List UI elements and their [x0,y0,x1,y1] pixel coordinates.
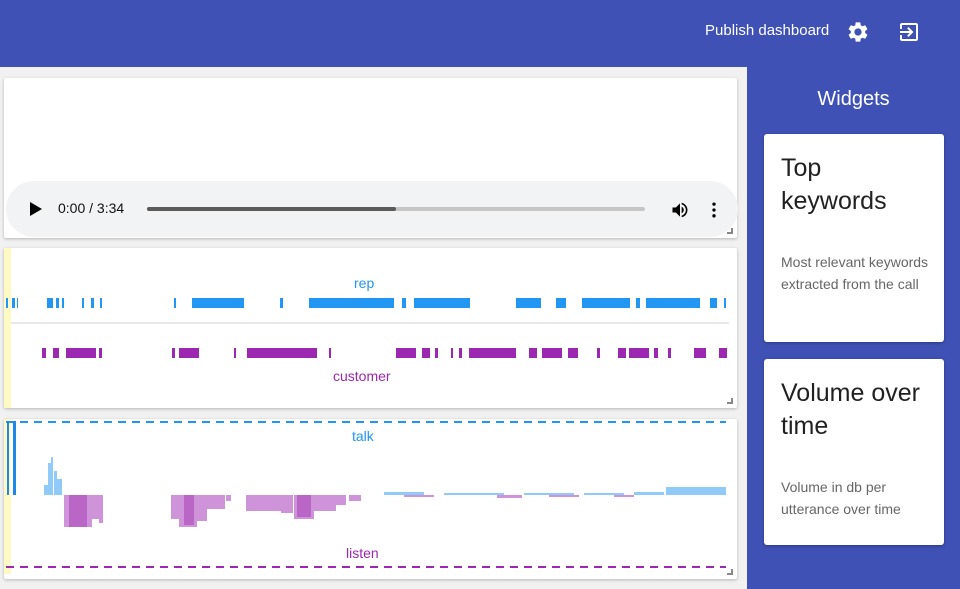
talk-listen-chart [6,421,726,568]
widget-card-top-keywords[interactable]: Top keywords Most relevant keywords extr… [764,134,944,342]
customer-label: customer [333,368,391,384]
speaker-timeline-chart [6,298,729,358]
listen-bars [64,495,634,527]
play-icon[interactable] [30,202,42,216]
listen-label: listen [346,545,379,561]
audio-player: 0:00 / 3:34 [6,181,738,237]
dashboard-canvas: 0:00 / 3:34 rep [0,67,747,589]
widget-title: Volume over time [781,379,920,440]
gear-icon[interactable] [846,20,870,44]
volume-icon[interactable] [670,200,690,220]
speaker-timeline-widget: rep [4,248,737,408]
rep-label: rep [354,275,375,291]
widgets-sidebar: Widgets Top keywords Most relevant keywo… [747,67,960,589]
resize-handle[interactable] [727,569,733,575]
widget-card-volume-over-time[interactable]: Volume over time Volume in db per uttera… [764,359,944,545]
customer-segments [42,348,727,358]
playhead-marker [4,419,11,574]
widget-description: Volume in db per utterance over time [781,479,901,517]
audio-time: 0:00 / 3:34 [58,200,125,216]
app-header: Publish dashboard [0,0,960,67]
rep-segments [6,298,726,308]
audio-player-widget: 0:00 / 3:34 [4,78,738,238]
playhead-marker [4,248,11,408]
sidebar-title: Widgets [817,88,890,110]
audio-progress [147,207,396,211]
widget-title: Top keywords [781,154,887,215]
resize-handle[interactable] [727,398,733,404]
publish-dashboard-button[interactable]: Publish dashboard [705,22,830,39]
talk-listen-widget: talk listen [4,419,737,579]
widget-description: Most relevant keywords extracted from th… [781,254,929,292]
talk-label: talk [352,428,374,444]
more-vert-icon[interactable] [704,200,724,220]
resize-handle[interactable] [727,228,733,234]
talk-bars [44,457,726,495]
exit-icon[interactable] [897,20,921,44]
audio-seek-bar[interactable] [147,207,645,211]
